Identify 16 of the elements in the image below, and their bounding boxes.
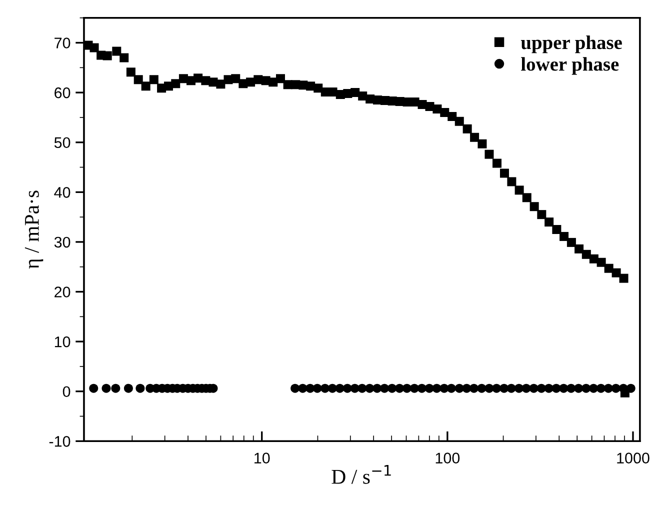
legend-label: lower phase bbox=[521, 57, 619, 75]
x-axis-title: D / s$^{−1}$ bbox=[332, 465, 391, 484]
y-tick-label: 40 bbox=[54, 187, 70, 198]
x-tick-label: 1000 bbox=[617, 452, 650, 464]
y-tick-label: 0 bbox=[62, 386, 70, 398]
y-tick-label: 20 bbox=[54, 286, 70, 298]
x-tick-label: 10 bbox=[254, 452, 270, 464]
y-axis-title: η / mPa·s bbox=[24, 190, 44, 269]
y-tick-label: 60 bbox=[54, 87, 70, 98]
y-tick-label: 30 bbox=[54, 236, 70, 248]
legend-label: upper phase bbox=[520, 35, 622, 54]
y-tick-label: 70 bbox=[54, 38, 70, 48]
y-tick-label: -10 bbox=[49, 436, 70, 447]
x-tick-label: 100 bbox=[436, 452, 460, 464]
y-tick-label: 10 bbox=[54, 336, 70, 348]
y-tick-label: 50 bbox=[54, 137, 70, 148]
